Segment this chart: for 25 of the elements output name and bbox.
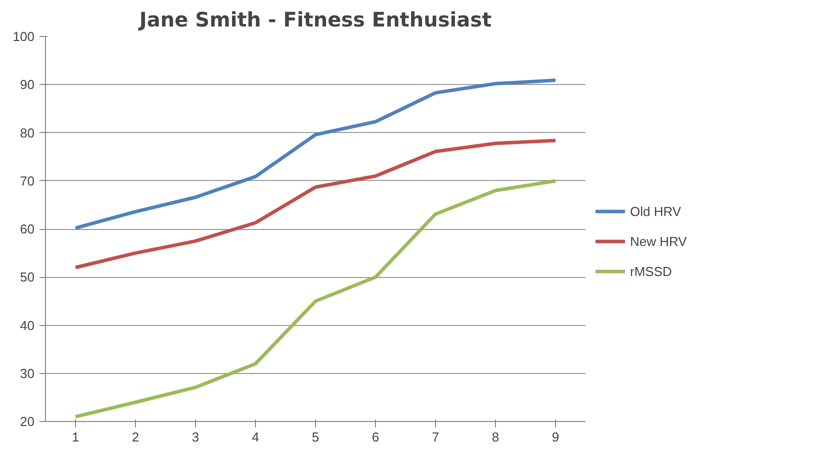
- line-series: [74, 138, 558, 270]
- y-tick-label: 50: [20, 270, 35, 285]
- y-tick-label: 70: [20, 173, 35, 188]
- legend-label: rMSSD: [630, 264, 672, 278]
- y-tick-label: 30: [20, 366, 35, 381]
- y-tick-label: 100: [12, 29, 35, 44]
- chart-title: Jane Smith - Fitness Enthusiast: [137, 8, 492, 32]
- x-tick-label: 9: [552, 430, 560, 444]
- x-tick-label: 2: [132, 430, 140, 444]
- x-tick-label: 8: [492, 430, 500, 444]
- x-tick-label: 6: [372, 430, 380, 444]
- x-tick-label: 3: [192, 430, 200, 444]
- x-tick-label: 5: [312, 430, 320, 444]
- y-tick-label: 20: [20, 414, 35, 429]
- y-tick-label: 80: [20, 125, 35, 140]
- y-tick-label: 90: [20, 77, 35, 92]
- legend-label: New HRV: [630, 234, 687, 248]
- line-series: [74, 179, 558, 418]
- x-tick-label: 1: [72, 430, 80, 444]
- y-tick-label: 60: [20, 222, 35, 236]
- legend-label: Old HRV: [630, 204, 682, 218]
- x-tick-label: 7: [432, 430, 440, 444]
- line-series: [74, 78, 558, 230]
- x-tick-label: 4: [252, 430, 260, 444]
- y-tick-label: 40: [20, 318, 35, 333]
